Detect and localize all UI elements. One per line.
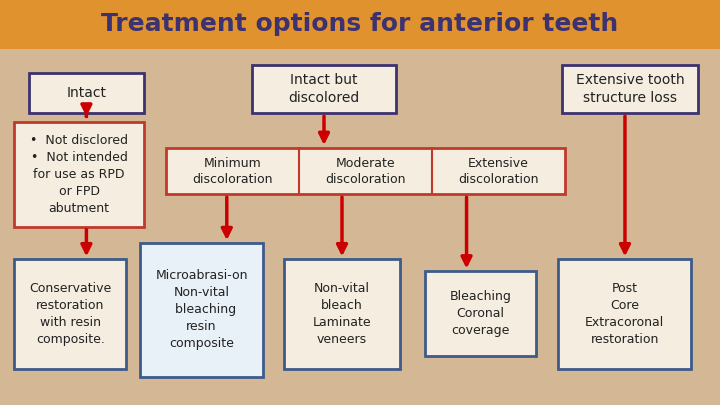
Text: Bleaching
Coronal
coverage: Bleaching Coronal coverage [450, 290, 511, 337]
Text: Extensive
discoloration: Extensive discoloration [459, 157, 539, 185]
FancyBboxPatch shape [166, 148, 565, 194]
FancyBboxPatch shape [284, 259, 400, 369]
Text: Moderate
discoloration: Moderate discoloration [325, 157, 405, 185]
FancyBboxPatch shape [0, 0, 720, 49]
Text: Post
Core
Extracoronal
restoration: Post Core Extracoronal restoration [585, 282, 665, 346]
FancyBboxPatch shape [558, 259, 691, 369]
Text: Treatment options for anterior teeth: Treatment options for anterior teeth [102, 12, 618, 36]
FancyBboxPatch shape [425, 271, 536, 356]
FancyBboxPatch shape [562, 65, 698, 113]
FancyBboxPatch shape [140, 243, 263, 377]
Text: Intact: Intact [66, 86, 107, 100]
Text: •  Not disclored
•  Not intended
for use as RPD
or FPD
abutment: • Not disclored • Not intended for use a… [30, 134, 128, 215]
FancyBboxPatch shape [14, 259, 126, 369]
Text: Microabrasi-on
Non-vital
  bleaching
resin
composite: Microabrasi-on Non-vital bleaching resin… [156, 269, 248, 350]
Text: Minimum
discoloration: Minimum discoloration [192, 157, 272, 185]
FancyBboxPatch shape [252, 65, 396, 113]
Text: Intact but
discolored: Intact but discolored [289, 73, 359, 105]
Text: Non-vital
bleach
Laminate
veneers: Non-vital bleach Laminate veneers [312, 282, 372, 346]
Text: Conservative
restoration
with resin
composite.: Conservative restoration with resin comp… [29, 282, 112, 346]
FancyBboxPatch shape [29, 73, 144, 113]
FancyBboxPatch shape [14, 122, 144, 227]
Text: Extensive tooth
structure loss: Extensive tooth structure loss [576, 73, 684, 105]
